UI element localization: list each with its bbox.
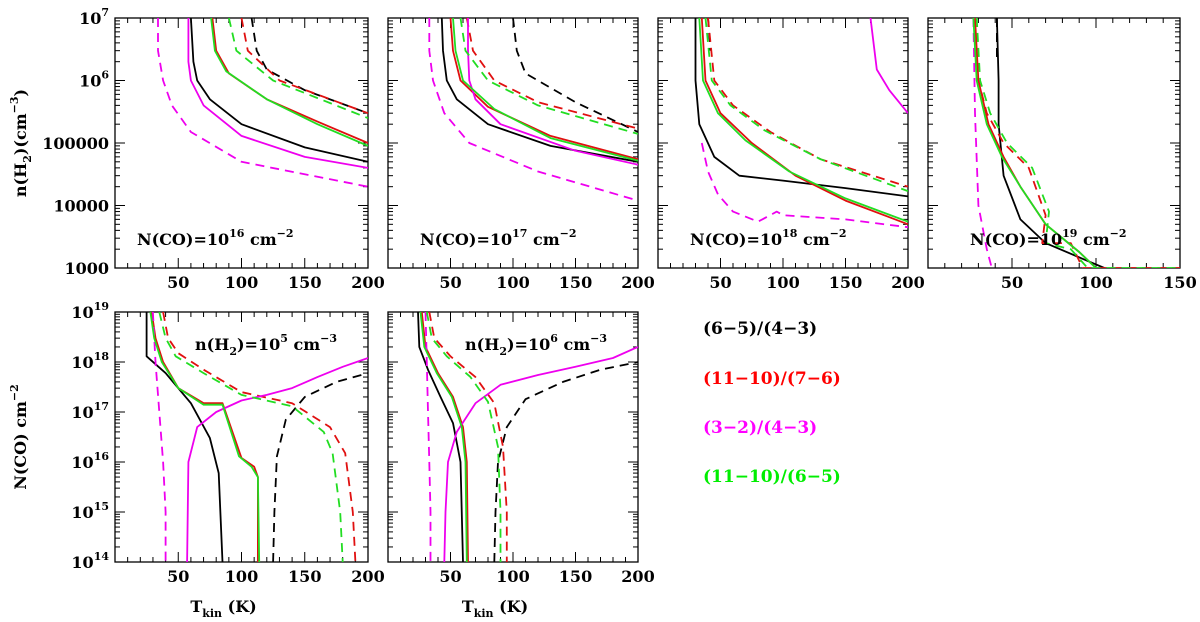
series-line-dashed bbox=[974, 18, 1180, 268]
series-line-solid bbox=[443, 346, 638, 562]
series-line-dashed bbox=[972, 18, 993, 268]
series-line-solid bbox=[149, 312, 261, 562]
series-line-solid bbox=[420, 312, 469, 562]
panel-3: 50 100 150 200 N(CO)=1018 cm−2 bbox=[657, 17, 925, 292]
panel-6: 50 100 150 200 Tkin (K) n(H2)=106 cm−3 bbox=[387, 311, 655, 620]
series-line-solid bbox=[698, 18, 908, 223]
series-line-dashed bbox=[158, 312, 344, 562]
series-line-dashed bbox=[424, 312, 432, 562]
legend-entry-6-5-4-3: (6−5)/(4−3) bbox=[703, 319, 818, 339]
series-line-solid bbox=[972, 18, 1097, 268]
series-line-dashed bbox=[428, 312, 508, 562]
y-tick-label: 10000 bbox=[53, 197, 109, 216]
series-line-solid bbox=[467, 18, 638, 166]
x-tick-label: 150 bbox=[1163, 273, 1196, 292]
series-line-dashed bbox=[707, 18, 908, 188]
series-line-solid bbox=[694, 18, 908, 198]
series-line-solid bbox=[190, 18, 368, 163]
x-tick-label: 100 bbox=[496, 273, 529, 292]
x-axis-label: Tkin (K) bbox=[462, 597, 528, 620]
panel-annotation: N(CO)=1016 cm−2 bbox=[137, 227, 294, 249]
panel-5: 50 100 150 200 1019 1018 1017 1016 1015 1014 N(CO)… bbox=[8, 300, 385, 620]
series-line-solid bbox=[417, 312, 464, 562]
panel-annotation: n(H2)=105 cm−3 bbox=[195, 332, 337, 358]
panel-annotation: N(CO)=1017 cm−2 bbox=[420, 227, 577, 249]
x-tick-label: 50 bbox=[709, 273, 731, 292]
y-axis-label: N(CO) cm−2 bbox=[8, 384, 30, 490]
series-line-solid bbox=[449, 18, 638, 161]
y-tick-label: 107 bbox=[79, 6, 109, 28]
panel-annotation: N(CO)=1018 cm−2 bbox=[690, 227, 847, 249]
panel-annotation: n(H2)=106 cm−3 bbox=[465, 332, 607, 358]
series-line-dashed bbox=[700, 142, 908, 229]
panel-annotation: N(CO)=1019 cm−2 bbox=[970, 227, 1127, 249]
x-tick-label: 50 bbox=[439, 567, 461, 586]
series-line-dashed bbox=[152, 312, 167, 562]
series-line-dashed bbox=[250, 18, 368, 115]
series-line-solid bbox=[210, 18, 368, 147]
series-line-dashed bbox=[425, 312, 502, 562]
series-line-dashed bbox=[704, 18, 908, 192]
x-tick-label: 200 bbox=[621, 273, 654, 292]
panel-1: 50 100 150 200 107 106 100000 10000 1000 n(H2)(cm… bbox=[8, 6, 385, 292]
series-line-dashed bbox=[157, 18, 368, 188]
y-tick-label: 1014 bbox=[71, 550, 109, 572]
series-line-dashed bbox=[975, 18, 1180, 268]
y-tick-label: 106 bbox=[79, 69, 109, 91]
panel-2: 50 100 150 200 N(CO)=1017 cm−2 bbox=[387, 17, 655, 292]
x-tick-label: 150 bbox=[559, 567, 592, 586]
x-tick-label: 100 bbox=[225, 567, 258, 586]
x-tick-label: 100 bbox=[225, 273, 258, 292]
y-tick-label: 1019 bbox=[71, 300, 109, 322]
x-tick-label: 200 bbox=[351, 567, 384, 586]
series-line-solid bbox=[150, 312, 259, 562]
x-tick-label: 150 bbox=[288, 273, 321, 292]
y-tick-label: 100000 bbox=[42, 134, 109, 153]
series-line-dashed bbox=[162, 312, 357, 562]
legend-entry-11-10-6-5: (11−10)/(6−5) bbox=[703, 467, 841, 487]
y-axis-label: n(H2)(cm−3) bbox=[8, 89, 34, 197]
x-tick-label: 150 bbox=[829, 273, 862, 292]
series-line-dashed bbox=[428, 18, 638, 202]
x-tick-label: 50 bbox=[167, 567, 189, 586]
series-line-solid bbox=[145, 312, 224, 562]
x-axis-label: Tkin (K) bbox=[190, 597, 256, 620]
x-tick-label: 200 bbox=[351, 273, 384, 292]
legend-entry-3-2-4-3: (3−2)/(4−3) bbox=[703, 418, 818, 438]
series-line-solid bbox=[996, 18, 1105, 268]
series-line-dashed bbox=[228, 18, 368, 119]
series-line-dashed bbox=[512, 18, 638, 133]
series-line-solid bbox=[187, 18, 368, 169]
x-tick-label: 50 bbox=[167, 273, 189, 292]
series-line-solid bbox=[440, 18, 638, 163]
series-line-dashed bbox=[459, 18, 638, 135]
x-tick-label: 200 bbox=[621, 567, 654, 586]
x-tick-label: 50 bbox=[439, 273, 461, 292]
x-tick-label: 150 bbox=[559, 273, 592, 292]
legend-entry-11-10-7-6: (11−10)/(7−6) bbox=[703, 369, 841, 389]
x-tick-label: 50 bbox=[1001, 273, 1023, 292]
series-line-solid bbox=[869, 18, 908, 114]
y-tick-label: 1016 bbox=[71, 450, 109, 472]
x-tick-label: 150 bbox=[288, 567, 321, 586]
y-tick-label: 1015 bbox=[71, 500, 109, 522]
series-line-solid bbox=[211, 18, 368, 144]
y-tick-label: 1017 bbox=[71, 400, 109, 422]
y-tick-label: 1018 bbox=[71, 350, 109, 372]
x-tick-label: 200 bbox=[891, 273, 924, 292]
x-tick-label: 100 bbox=[1079, 273, 1112, 292]
series-line-dashed bbox=[272, 372, 368, 562]
y-tick-label: 1000 bbox=[64, 259, 109, 278]
series-line-solid bbox=[700, 18, 908, 226]
series-line-solid bbox=[419, 312, 468, 562]
x-tick-label: 100 bbox=[496, 567, 529, 586]
x-tick-label: 100 bbox=[766, 273, 799, 292]
series-line-solid bbox=[452, 18, 638, 162]
panel-4: 50 100 150 N(CO)=1019 cm−2 bbox=[927, 17, 1197, 292]
series-line-dashed bbox=[240, 18, 368, 115]
series-line-dashed bbox=[493, 361, 638, 562]
series-line-dashed bbox=[465, 18, 638, 130]
